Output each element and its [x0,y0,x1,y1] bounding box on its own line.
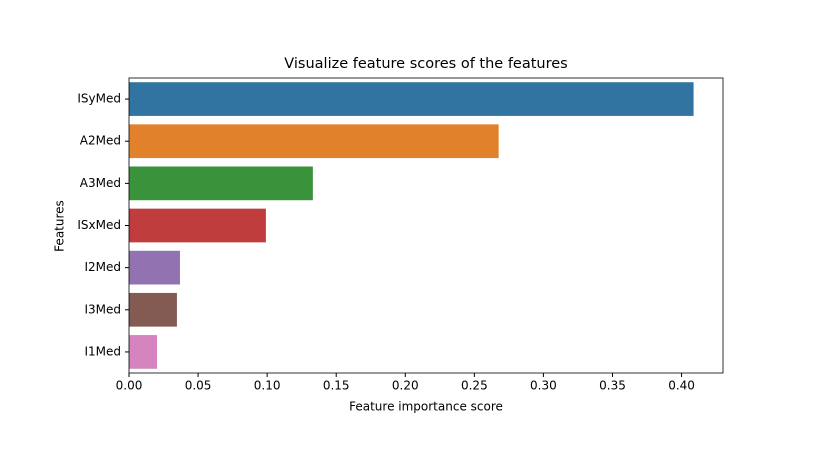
x-tick-label: 0.15 [323,379,350,393]
y-tick-label: A3Med [80,176,121,190]
x-tick-label: 0.40 [668,379,695,393]
plot-frame [128,77,724,374]
x-tick-label: 0.00 [116,379,143,393]
y-tick-label: A2Med [80,134,121,148]
x-tick-label: 0.20 [392,379,419,393]
y-tick-label: I3Med [84,302,121,316]
bar [129,208,266,243]
y-tick-label: I1Med [84,344,121,358]
x-tick-label: 0.35 [599,379,626,393]
bar [129,82,694,116]
x-axis-label: Feature importance score [349,400,503,414]
x-tick-label: 0.05 [185,379,212,393]
bar [129,166,313,201]
bar [129,335,158,369]
chart-title: Visualize feature scores of the features [284,56,567,72]
x-tick-label: 0.25 [461,379,488,393]
bar [129,250,180,285]
y-axis-label: Features [53,200,67,252]
x-tick-label: 0.30 [530,379,557,393]
x-tick-label: 0.10 [254,379,281,393]
bar [129,292,177,327]
y-tick-label: I2Med [84,260,121,274]
y-tick-label: ISyMed [77,92,121,106]
bar [129,124,499,159]
y-tick-label: ISxMed [77,218,121,232]
